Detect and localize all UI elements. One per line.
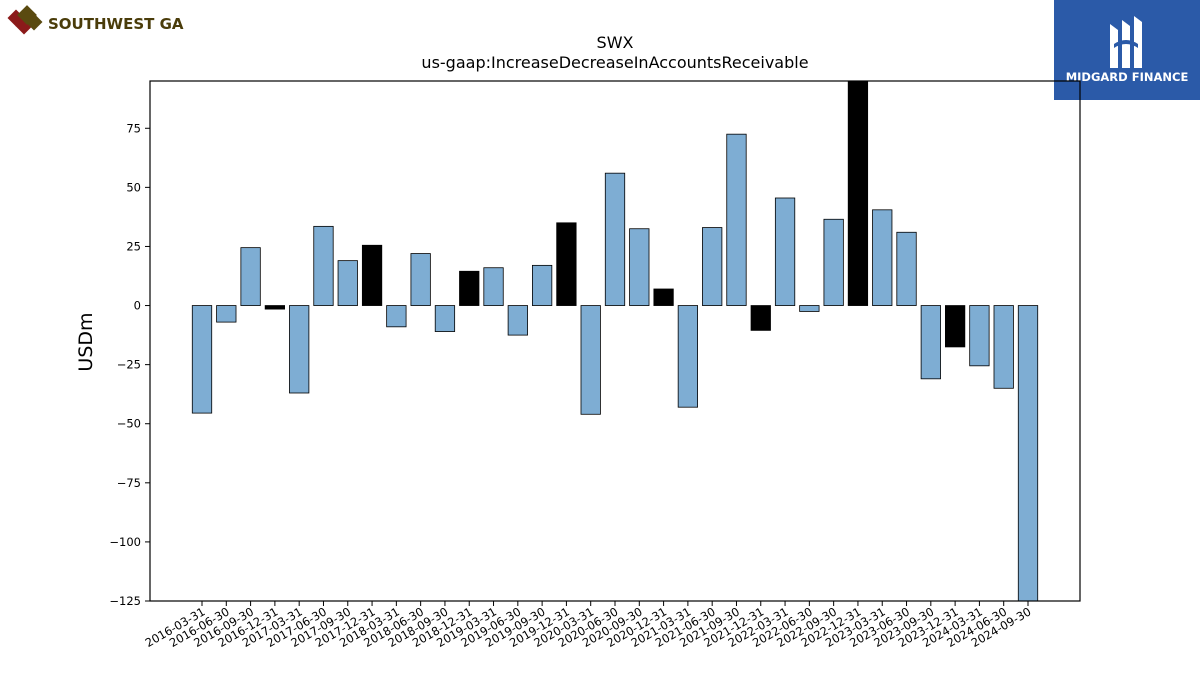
bar-2023-03-31 [872, 209, 893, 306]
bar-2022-09-30 [823, 218, 844, 306]
company-logo-text: SOUTHWEST GAS [48, 15, 184, 33]
bar-2021-06-30 [702, 227, 723, 306]
y-tick-label: 25 [126, 239, 141, 253]
y-axis-label: USDm [75, 312, 97, 371]
bar-2018-09-30 [434, 305, 456, 332]
bar-2023-12-31 [945, 305, 966, 348]
bar-2023-06-30 [896, 231, 917, 306]
y-tick-label: −75 [117, 476, 141, 490]
company-logo: SOUTHWEST GAS [7, 5, 184, 35]
bar-2016-03-31 [191, 305, 213, 414]
bar-2017-09-30 [337, 260, 358, 306]
plot-frame [149, 80, 1081, 602]
bars-group [191, 80, 1039, 602]
bar-2018-06-30 [410, 253, 431, 306]
bar-2016-09-30 [240, 247, 261, 306]
provider-logo-text: MIDGARD FINANCE [1066, 70, 1189, 84]
y-tick-label: −125 [109, 594, 141, 608]
bar-2019-03-31 [483, 267, 504, 306]
bar-2019-12-31 [556, 222, 577, 306]
bar-2018-12-31 [459, 270, 480, 306]
bar-2019-06-30 [507, 305, 528, 336]
chart-title: SWX [597, 33, 634, 52]
bar-2018-03-31 [386, 305, 407, 328]
bar-2017-12-31 [361, 244, 383, 306]
bar-2020-03-31 [580, 305, 601, 415]
provider-logo-mark: MIDGARD FINANCE [1066, 16, 1189, 84]
y-tick-label: −25 [117, 358, 141, 372]
provider-logo: MIDGARD FINANCE [1054, 0, 1200, 100]
bar-2022-06-30 [799, 305, 820, 312]
bar-2020-06-30 [604, 172, 626, 306]
chart-subtitle: us-gaap:IncreaseDecreaseInAccountsReceiv… [421, 53, 808, 72]
x-axis-ticks: 2016-03-312016-06-302016-09-302016-12-31… [143, 601, 1034, 650]
bar-2023-09-30 [920, 305, 941, 380]
bar-2022-03-31 [774, 197, 796, 306]
bar-2022-12-31 [847, 80, 869, 306]
bar-2021-03-31 [677, 305, 698, 408]
bar-2021-12-31 [750, 305, 771, 331]
bar-2016-12-31 [264, 305, 286, 310]
bar-2020-09-30 [629, 228, 650, 306]
y-tick-label: 0 [134, 299, 141, 313]
bar-2024-03-31 [969, 305, 990, 367]
bar-2016-06-30 [216, 305, 237, 323]
bar-2021-09-30 [726, 133, 747, 306]
bar-2019-09-30 [532, 264, 553, 306]
bar-2024-06-30 [993, 305, 1014, 389]
bar-2024-09-30 [1017, 305, 1039, 602]
y-tick-label: 75 [126, 121, 141, 135]
y-tick-label: −100 [109, 535, 141, 549]
y-tick-label: 50 [126, 180, 141, 194]
bar-2017-03-31 [289, 305, 310, 394]
bar-2017-06-30 [313, 225, 334, 306]
bar-2020-12-31 [653, 288, 674, 306]
y-tick-label: −50 [117, 417, 141, 431]
y-axis-ticks: 75 50 25 0 −25 −50 −75 −100 −125 [109, 121, 150, 608]
